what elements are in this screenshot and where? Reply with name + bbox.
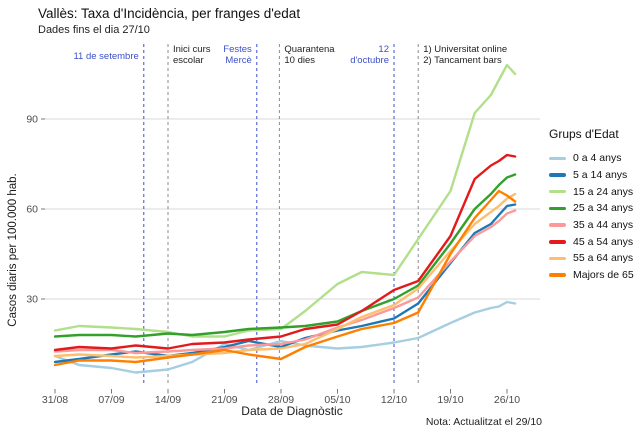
x-tick-label-05-10: 05/10 bbox=[324, 394, 350, 406]
event-label-inici-curs-escolar-line1: Inici curs bbox=[173, 44, 211, 55]
legend-label-35-a-44-anys: 35 a 44 anys bbox=[573, 219, 634, 232]
x-tick-label-14-09: 14/09 bbox=[155, 394, 181, 406]
y-tick-label-90: 90 bbox=[26, 114, 38, 126]
series-line-15-a-24-anys bbox=[53, 63, 517, 338]
legend-entry-35-a-44-anys: 35 a 44 anys bbox=[549, 217, 634, 234]
legend-entry-0-a-4-anys: 0 a 4 anys bbox=[549, 150, 634, 167]
legend-label-majors-de-65: Majors de 65 bbox=[573, 269, 634, 282]
series-line-majors-de-65 bbox=[53, 189, 517, 367]
legend: Grups d'Edat 0 a 4 anys 5 a 14 anys 15 a 2… bbox=[549, 127, 634, 284]
x-tick-label-31-08: 31/08 bbox=[42, 394, 68, 406]
legend-label-0-a-4-anys: 0 a 4 anys bbox=[573, 152, 622, 165]
legend-swatch-45-a-54-anys bbox=[549, 240, 566, 244]
legend-label-15-a-24-anys: 15 a 24 anys bbox=[573, 185, 634, 198]
legend-swatch-35-a-44-anys bbox=[549, 223, 566, 227]
series-line-45-a-54-anys bbox=[53, 153, 517, 352]
legend-swatch-0-a-4-anys bbox=[549, 156, 566, 161]
legend-swatch-5-a-14-anys bbox=[549, 173, 566, 177]
legend-entry-15-a-24-anys: 15 a 24 anys bbox=[549, 183, 634, 200]
series-line-5-a-14-anys bbox=[53, 203, 517, 364]
chart-title: Vallès: Taxa d'Incidència, per franges d… bbox=[38, 6, 301, 21]
update-note: Nota: Actualitzat el 29/10 bbox=[425, 416, 542, 428]
event-label-festes-merc-line1: Festes bbox=[223, 44, 252, 55]
legend-label-5-a-14-anys: 5 a 14 anys bbox=[573, 169, 628, 182]
x-tick-label-28-09: 28/09 bbox=[268, 394, 294, 406]
legend-swatch-25-a-34-anys bbox=[549, 206, 566, 211]
event-label-quarantena-10-dies-line2: 10 dies bbox=[284, 55, 315, 66]
legend-entry-5-a-14-anys: 5 a 14 anys bbox=[549, 167, 634, 184]
legend-label-45-a-54-anys: 45 a 54 anys bbox=[573, 235, 634, 248]
y-tick-label-60: 60 bbox=[26, 204, 38, 216]
legend-entry-majors-de-65: Majors de 65 bbox=[549, 267, 634, 284]
legend-label-25-a-34-anys: 25 a 34 anys bbox=[573, 202, 634, 215]
series-line-0-a-4-anys bbox=[53, 300, 517, 374]
event-label-quarantena-10-dies-line1: Quarantena bbox=[284, 44, 335, 55]
event-label-1-universitat-online-2-tancament-bars-line2: 2) Tancament bars bbox=[423, 55, 502, 66]
y-axis-label: Casos diaris per 100.000 hab. bbox=[7, 173, 19, 326]
legend-swatch-majors-de-65 bbox=[549, 273, 566, 277]
event-label-12-d-octubre-line1: 12 bbox=[378, 44, 389, 55]
x-axis-label: Data de Diagnòstic bbox=[241, 404, 342, 418]
legend-entry-55-a-64-anys: 55 a 64 anys bbox=[549, 250, 634, 267]
legend-entry-45-a-54-anys: 45 a 54 anys bbox=[549, 233, 634, 250]
x-tick-label-21-09: 21/09 bbox=[211, 394, 237, 406]
x-tick-label-19-10: 19/10 bbox=[437, 394, 463, 406]
event-label-11-de-setembre-line1: 11 de setembre bbox=[73, 51, 138, 62]
series-line-25-a-34-anys bbox=[53, 173, 517, 338]
legend-swatch-15-a-24-anys bbox=[549, 189, 566, 194]
x-tick-label-07-09: 07/09 bbox=[98, 394, 124, 406]
event-label-festes-merc-line2: Mercè bbox=[225, 55, 251, 66]
legend-entries: 0 a 4 anys 5 a 14 anys 15 a 24 anys 25 a 34… bbox=[549, 150, 634, 284]
series-line-35-a-44-anys bbox=[53, 209, 517, 355]
chart-subtitle: Dades fins el dia 27/10 bbox=[38, 24, 150, 36]
x-tick-label-26-10: 26/10 bbox=[494, 394, 520, 406]
legend-swatch-55-a-64-anys bbox=[549, 256, 566, 261]
event-label-inici-curs-escolar-line2: escolar bbox=[173, 55, 204, 66]
legend-entry-25-a-34-anys: 25 a 34 anys bbox=[549, 200, 634, 217]
legend-title: Grups d'Edat bbox=[549, 127, 619, 141]
legend-label-55-a-64-anys: 55 a 64 anys bbox=[573, 252, 634, 265]
y-tick-label-30: 30 bbox=[26, 294, 38, 306]
x-tick-label-12-10: 12/10 bbox=[381, 394, 407, 406]
event-label-1-universitat-online-2-tancament-bars-line1: 1) Universitat online bbox=[423, 44, 507, 55]
event-label-12-d-octubre-line2: d'octubre bbox=[350, 55, 389, 66]
series-line-55-a-64-anys bbox=[53, 192, 517, 359]
